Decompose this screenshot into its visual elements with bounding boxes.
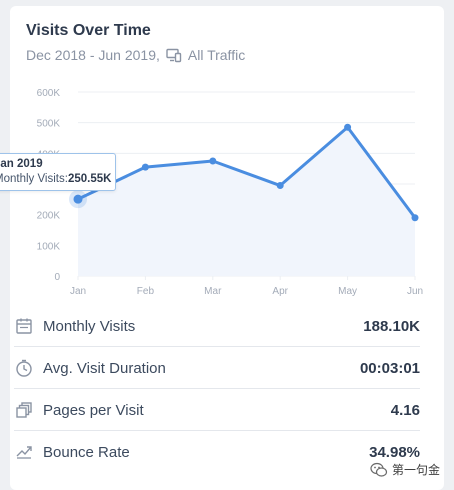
data-point <box>276 182 284 190</box>
y-tick-label: 200K <box>37 211 61 222</box>
data-point <box>411 214 419 222</box>
traffic-filter[interactable]: All Traffic <box>187 47 246 63</box>
visits-line-chart: 0100K200K300K400K500K600KJanFebMarAprMay… <box>37 88 423 297</box>
calendar-icon <box>14 316 34 336</box>
x-tick-label: Apr <box>272 286 288 297</box>
metric-label: Monthly Visits <box>43 317 136 335</box>
series-area <box>78 127 415 277</box>
y-tick-label: 500K <box>37 119 61 130</box>
card-subtitle: Dec 2018 - Jun 2019, All Traffic <box>26 47 245 63</box>
data-point <box>209 157 217 165</box>
card-title: Visits Over Time <box>26 22 151 39</box>
metrics-list: Monthly Visits 188.10K Avg. Visit Durati… <box>14 306 420 473</box>
tooltip-label: Monthly Visits: <box>0 173 68 185</box>
x-tick-label: Jan <box>70 286 86 297</box>
x-tick-label: Mar <box>204 286 222 297</box>
tooltip-value: 250.55K <box>67 173 112 185</box>
x-tick-label: Jun <box>407 286 423 297</box>
x-tick-label: Feb <box>137 286 155 297</box>
metric-row-pages-per-visit: Pages per Visit 4.16 <box>14 390 420 431</box>
metric-label: Pages per Visit <box>43 401 144 419</box>
watermark: 第一句金 <box>370 461 440 478</box>
metric-row-avg-visit-duration: Avg. Visit Duration 00:03:01 <box>14 348 420 389</box>
metric-label: Bounce Rate <box>43 443 130 461</box>
devices-icon <box>166 48 182 63</box>
x-tick-label: May <box>338 286 357 297</box>
data-point <box>344 123 352 131</box>
chart-tooltip: Jan 2019 Monthly Visits:250.55K <box>0 153 117 191</box>
date-range: Dec 2018 - Jun 2019, <box>26 47 160 63</box>
metric-value: 00:03:01 <box>359 359 420 377</box>
metric-value: 188.10K <box>363 317 420 335</box>
wechat-icon <box>370 462 388 478</box>
trend-down-icon <box>14 442 34 462</box>
y-tick-label: 600K <box>37 88 61 99</box>
timer-icon <box>14 358 34 378</box>
metric-value: 4.16 <box>390 401 420 419</box>
metric-label: Avg. Visit Duration <box>43 359 166 377</box>
series-line <box>77 125 417 219</box>
metric-value: 34.98% <box>369 443 420 461</box>
y-tick-label: 100K <box>37 241 61 252</box>
y-tick-label: 0 <box>54 272 60 283</box>
pages-icon <box>14 400 34 420</box>
watermark-text: 第一句金 <box>392 463 441 477</box>
metric-row-bounce-rate: Bounce Rate 34.98% <box>14 432 420 472</box>
data-point <box>73 194 83 204</box>
metric-row-monthly-visits: Monthly Visits 188.10K <box>14 306 420 347</box>
data-point <box>141 163 149 171</box>
tooltip-date: Jan 2019 <box>0 158 43 170</box>
